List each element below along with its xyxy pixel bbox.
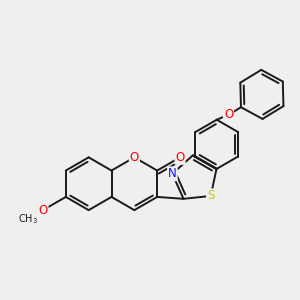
Text: O: O	[130, 151, 139, 164]
Text: S: S	[207, 189, 214, 203]
Text: O: O	[176, 151, 185, 164]
Text: O: O	[38, 204, 48, 217]
Text: O: O	[224, 108, 233, 121]
Text: CH$_3$: CH$_3$	[18, 212, 38, 226]
Text: N: N	[168, 167, 177, 180]
